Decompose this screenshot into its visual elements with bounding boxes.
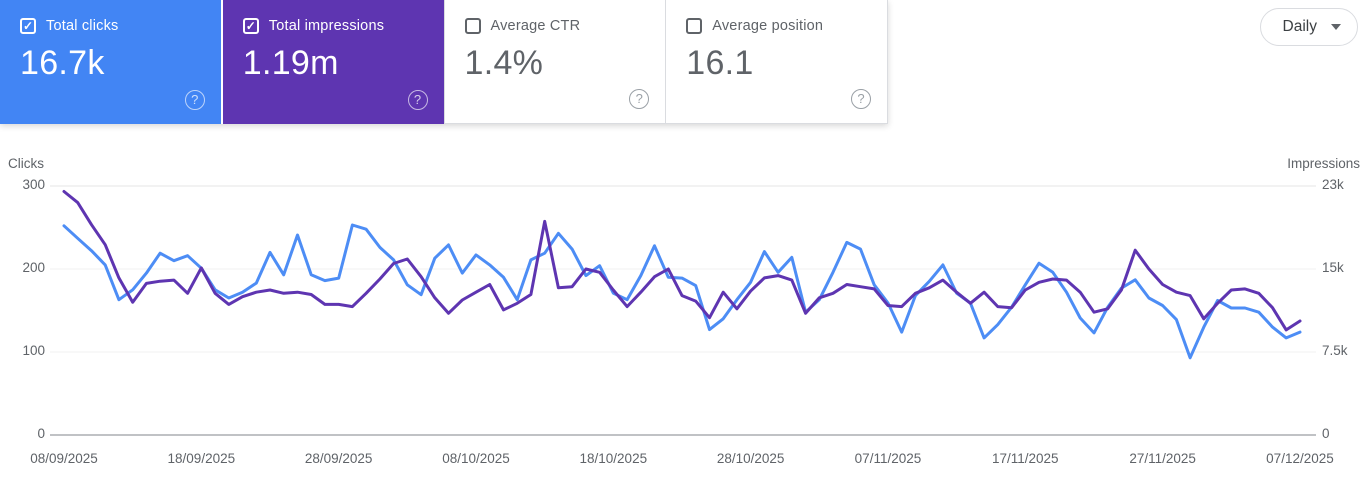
impressions-line — [62, 190, 1302, 332]
dropdown-caret-icon — [1331, 24, 1341, 30]
x-axis-tick-label: 07/12/2025 — [1266, 451, 1334, 466]
x-axis-tick-label: 18/10/2025 — [579, 451, 648, 466]
y-axis-tick-label: 0 — [37, 426, 45, 441]
metric-label: Average position — [712, 18, 824, 34]
period-dropdown[interactable]: Daily — [1259, 8, 1358, 46]
right-axis-title: Impressions — [1287, 156, 1360, 171]
metric-value: 1.4% — [464, 44, 544, 82]
y-axis-tick-label: 0 — [1322, 426, 1330, 441]
y-axis-tick-label: 200 — [22, 260, 45, 275]
x-axis-tick-label: 28/09/2025 — [304, 451, 373, 466]
metric-card-average-position[interactable]: Average position 16.1 ? — [665, 0, 888, 124]
average-position-checkbox-icon[interactable] — [686, 18, 703, 34]
metric-value: 16.1 — [686, 44, 754, 82]
x-axis-tick-label: 08/09/2025 — [30, 451, 98, 466]
y-axis-tick-label: 100 — [22, 343, 45, 358]
total-clicks-checkbox-icon[interactable]: ✓ — [20, 18, 36, 34]
x-axis-tick-label: 07/11/2025 — [854, 451, 922, 466]
left-axis-title: Clicks — [8, 156, 44, 171]
metric-cards-row: ✓ Total clicks 16.7k ? ✓ Total impressio… — [0, 0, 888, 124]
x-axis-tick-label: 08/10/2025 — [442, 451, 510, 466]
metric-card-total-impressions[interactable]: ✓ Total impressions 1.19m ? — [222, 0, 444, 124]
metric-label: Total impressions — [268, 18, 385, 34]
help-icon[interactable]: ? — [407, 90, 428, 110]
y-axis-tick-label: 300 — [22, 177, 45, 192]
metric-label: Total clicks — [46, 18, 119, 34]
y-axis-tick-label: 7.5k — [1322, 343, 1348, 358]
average-ctr-checkbox-icon[interactable] — [464, 18, 481, 34]
help-icon[interactable]: ? — [629, 89, 650, 109]
x-axis-tick-label: 17/11/2025 — [992, 451, 1059, 466]
metric-value: 16.7k — [20, 44, 105, 82]
x-axis-tick-label: 27/11/2025 — [1129, 451, 1196, 466]
x-axis-tick-label: 28/10/2025 — [716, 451, 785, 466]
clicks-line — [62, 223, 1302, 360]
metric-card-average-ctr[interactable]: Average CTR 1.4% ? — [443, 0, 666, 124]
period-dropdown-label: Daily — [1282, 18, 1317, 35]
y-axis-tick-label: 15k — [1322, 260, 1344, 275]
help-icon[interactable]: ? — [184, 90, 205, 110]
total-impressions-checkbox-icon[interactable]: ✓ — [242, 18, 259, 34]
help-icon[interactable]: ? — [851, 89, 871, 109]
y-axis-tick-label: 23k — [1322, 177, 1344, 192]
metric-card-total-clicks[interactable]: ✓ Total clicks 16.7k ? — [0, 0, 223, 124]
x-axis-tick-label: 18/09/2025 — [167, 451, 236, 466]
metric-value: 1.19m — [242, 44, 339, 82]
metric-label: Average CTR — [490, 18, 581, 34]
